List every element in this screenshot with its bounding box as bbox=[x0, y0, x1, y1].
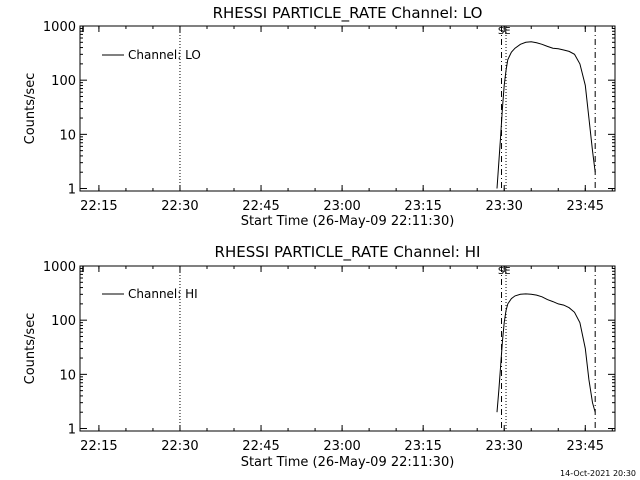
annotation-label: SE bbox=[498, 26, 511, 37]
panel-1: RHESSI PARTICLE_RATE Channel: LO 22:15 22:… bbox=[23, 4, 616, 229]
y-tick-label: 100 bbox=[51, 314, 76, 329]
x-tick-label: 22:45 bbox=[242, 199, 279, 214]
x-tick-label: 23:00 bbox=[323, 199, 360, 214]
x-tick-label: 23:15 bbox=[404, 439, 441, 454]
y-tick-label: 10 bbox=[59, 368, 76, 383]
y-axis-label: Counts/sec bbox=[23, 73, 38, 145]
x-tick-label: 23:30 bbox=[485, 439, 522, 454]
series-line bbox=[496, 293, 596, 413]
x-tick-label: 23:00 bbox=[323, 439, 360, 454]
x-tick-label: 22:30 bbox=[161, 439, 198, 454]
legend-label: Channel: LO bbox=[128, 48, 201, 62]
x-tick-label: 23:30 bbox=[485, 199, 522, 214]
y-tick-label: 1000 bbox=[43, 260, 76, 275]
y-tick-label: 1000 bbox=[43, 20, 76, 35]
series-line bbox=[496, 41, 596, 189]
chart-title: RHESSI PARTICLE_RATE Channel: LO bbox=[213, 4, 483, 23]
y-tick-label: 1 bbox=[68, 423, 76, 438]
x-axis-label: Start Time (26-May-09 22:11:30) bbox=[241, 214, 455, 229]
x-tick-label: 22:30 bbox=[161, 199, 198, 214]
x-tick-label: 23:15 bbox=[404, 199, 441, 214]
y-tick-label: 100 bbox=[51, 74, 76, 89]
annotation-label: SE bbox=[498, 266, 511, 277]
x-tick-label: 23:45 bbox=[567, 439, 604, 454]
x-tick-label: 22:15 bbox=[80, 199, 117, 214]
x-tick-label: 22:45 bbox=[242, 439, 279, 454]
y-tick-label: 10 bbox=[59, 128, 76, 143]
panel-2: RHESSI PARTICLE_RATE Channel: HI 22:15 22:… bbox=[23, 243, 616, 470]
x-tick-label: 23:45 bbox=[567, 199, 604, 214]
x-axis-label: Start Time (26-May-09 22:11:30) bbox=[241, 455, 455, 470]
chart-title: RHESSI PARTICLE_RATE Channel: HI bbox=[215, 243, 481, 262]
legend-label: Channel: HI bbox=[128, 287, 198, 301]
y-axis-label: Counts/sec bbox=[23, 313, 38, 385]
y-tick-label: 1 bbox=[68, 183, 76, 198]
footer-timestamp: 14-Oct-2021 20:30 bbox=[560, 469, 636, 478]
x-tick-label: 22:15 bbox=[80, 439, 117, 454]
